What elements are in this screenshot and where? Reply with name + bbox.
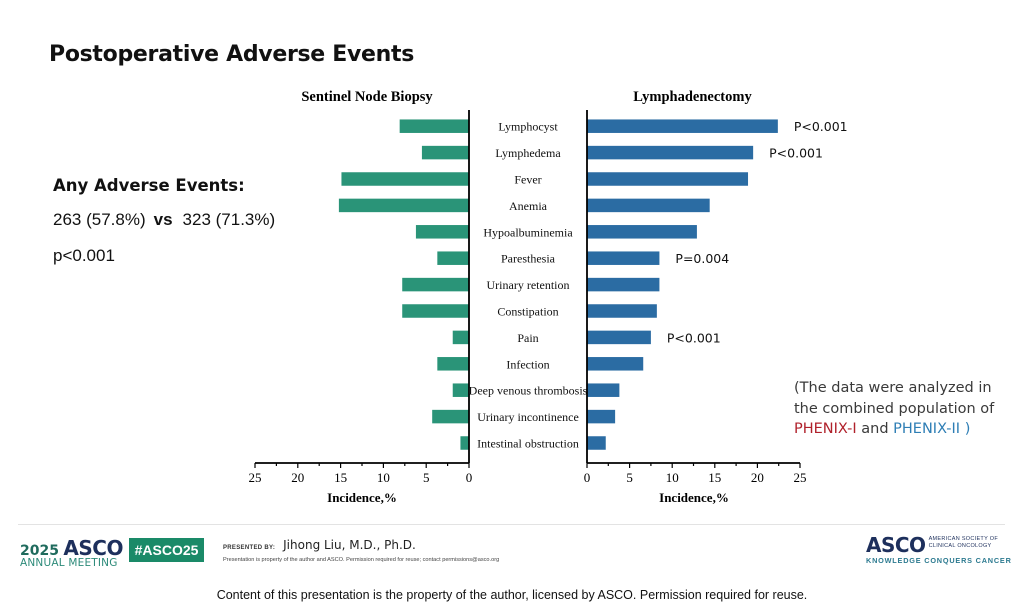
snb-bar-7 <box>402 304 469 318</box>
lnd-bar-11 <box>587 409 616 424</box>
asco-org-logo: ASCO AMERICAN SOCIETY OF CLINICAL ONCOLOGY… <box>866 533 1012 565</box>
lnd-bar-10 <box>587 383 620 397</box>
right-tick-label: 5 <box>626 470 633 485</box>
any-ae-heading: Any Adverse Events: <box>53 176 245 195</box>
pvalue-annotation-3: P<0.001 <box>667 330 721 345</box>
category-label-8: Pain <box>517 331 538 345</box>
note-trial-1: PHENIX-I <box>794 421 857 437</box>
permission-fineprint: Presentation is property of the author a… <box>223 557 500 563</box>
any-ae-lnd: 323 (71.3%) <box>182 210 276 229</box>
left-tick-label: 25 <box>249 470 262 485</box>
logo-asco: ASCO <box>63 536 123 560</box>
left-tick-label: 5 <box>423 470 430 485</box>
note-line-2: the combined population of <box>794 400 995 417</box>
category-label-3: Anemia <box>509 199 548 213</box>
category-label-1: Lymphedema <box>495 146 561 160</box>
snb-bar-4 <box>415 225 469 239</box>
org-name-line-1: AMERICAN SOCIETY OF <box>928 536 999 542</box>
snb-bar-8 <box>452 330 469 345</box>
category-label-4: Hypoalbuminemia <box>483 225 573 239</box>
org-name: AMERICAN SOCIETY OF CLINICAL ONCOLOGY <box>929 536 998 549</box>
note-and: and <box>856 421 894 437</box>
lnd-bar-9 <box>587 357 644 371</box>
lnd-bar-6 <box>587 277 660 292</box>
lnd-bar-8 <box>587 330 651 345</box>
right-tick-label: 10 <box>666 470 679 485</box>
category-label-12: Intestinal obstruction <box>477 437 579 451</box>
any-ae-pvalue: p<0.001 <box>53 246 115 265</box>
left-tick-label: 20 <box>291 470 304 485</box>
lnd-bar-5 <box>587 251 660 265</box>
logo-year: 2025 <box>20 543 59 559</box>
note-trial-2: PHENIX-II ) <box>893 421 971 437</box>
snb-bar-1 <box>421 145 469 160</box>
any-ae-snb: 263 (57.8%) <box>53 210 146 229</box>
snb-bar-11 <box>432 409 469 424</box>
butterfly-chart: Sentinel Node Biopsy Lymphadenectomy Lymph… <box>249 89 848 505</box>
pvalue-annotation-1: P<0.001 <box>769 146 823 161</box>
snb-bar-6 <box>402 277 469 292</box>
right-panel-title: Lymphadenectomy <box>633 89 752 105</box>
right-tick-label: 25 <box>794 470 807 485</box>
snb-bar-2 <box>341 172 469 186</box>
org-logo-text: ASCO <box>866 533 926 557</box>
category-label-2: Fever <box>514 173 541 187</box>
presented-by-label: PRESENTED BY: <box>223 545 276 551</box>
slide-title: Postoperative Adverse Events <box>49 42 415 67</box>
snb-bar-3 <box>338 198 469 213</box>
pvalue-annotation-0: P<0.001 <box>794 119 848 134</box>
any-ae-comparison: 263 (57.8%) vs 323 (71.3%) <box>53 210 275 230</box>
right-tick-label: 20 <box>751 470 764 485</box>
category-label-0: Lymphocyst <box>498 120 558 134</box>
category-label-7: Constipation <box>497 305 558 319</box>
note-line-1: (The data were analyzed in <box>794 380 992 396</box>
right-tick-label: 0 <box>584 470 591 485</box>
left-panel-title: Sentinel Node Biopsy <box>301 89 433 105</box>
logo-annual-meeting: ANNUAL MEETING <box>20 557 118 569</box>
org-name-line-2: CLINICAL ONCOLOGY <box>928 542 992 549</box>
lnd-bar-1 <box>587 145 754 160</box>
snb-bar-5 <box>437 251 469 265</box>
snb-bar-9 <box>437 357 469 371</box>
footer-divider <box>18 524 1005 525</box>
category-label-10: Deep venous thrombosis <box>469 384 588 398</box>
left-tick-label: 0 <box>466 470 473 485</box>
lnd-bar-2 <box>587 172 749 186</box>
lnd-bar-4 <box>587 225 697 239</box>
lnd-bar-12 <box>587 436 606 450</box>
lnd-bar-0 <box>587 119 778 133</box>
right-tick-label: 15 <box>708 470 721 485</box>
category-label-5: Paresthesia <box>501 252 556 266</box>
copyright-notice: Content of this presentation is the prop… <box>216 588 808 602</box>
presented-by: PRESENTED BY: Jihong Liu, M.D., Ph.D. <box>223 538 416 552</box>
snb-bar-10 <box>452 383 469 397</box>
category-label-9: Infection <box>506 357 549 371</box>
any-ae-vs: vs <box>153 210 173 229</box>
left-x-axis-label: Incidence,% <box>327 490 397 505</box>
right-x-axis-label: Incidence,% <box>659 490 729 505</box>
lnd-bar-3 <box>587 198 710 213</box>
analysis-note: (The data were analyzed in the combined … <box>794 378 994 440</box>
left-tick-label: 15 <box>334 470 347 485</box>
asco-annual-meeting-logo: 2025 ASCO ANNUAL MEETING <box>20 536 123 569</box>
hashtag-badge: #ASCO25 <box>129 538 204 562</box>
org-tagline: KNOWLEDGE CONQUERS CANCER <box>866 556 1012 565</box>
presenter-name: Jihong Liu, M.D., Ph.D. <box>283 538 416 552</box>
category-label-11: Urinary incontinence <box>477 410 579 424</box>
pvalue-annotation-2: P=0.004 <box>675 251 729 266</box>
left-tick-label: 10 <box>377 470 390 485</box>
snb-bar-12 <box>460 436 469 450</box>
lnd-bar-7 <box>587 304 657 318</box>
note-line-3: PHENIX-I and PHENIX-II ) <box>794 419 994 440</box>
snb-bar-0 <box>399 119 469 133</box>
category-label-6: Urinary retention <box>487 278 570 292</box>
